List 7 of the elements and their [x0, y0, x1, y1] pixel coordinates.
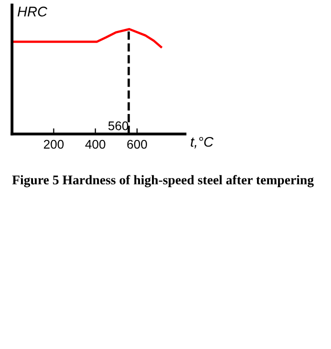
x-tick-label: 400 [85, 140, 106, 149]
caption: Figure 5 Hardness of high-speed steel after tempering [12, 175, 314, 188]
y-axis-title: HRC [18, 6, 48, 16]
x-axis-title: t,°C [190, 136, 214, 148]
x-tick-label: 200 [44, 140, 64, 149]
ref-line-label: 560 [108, 121, 128, 130]
x-tick-label: 600 [127, 140, 147, 149]
